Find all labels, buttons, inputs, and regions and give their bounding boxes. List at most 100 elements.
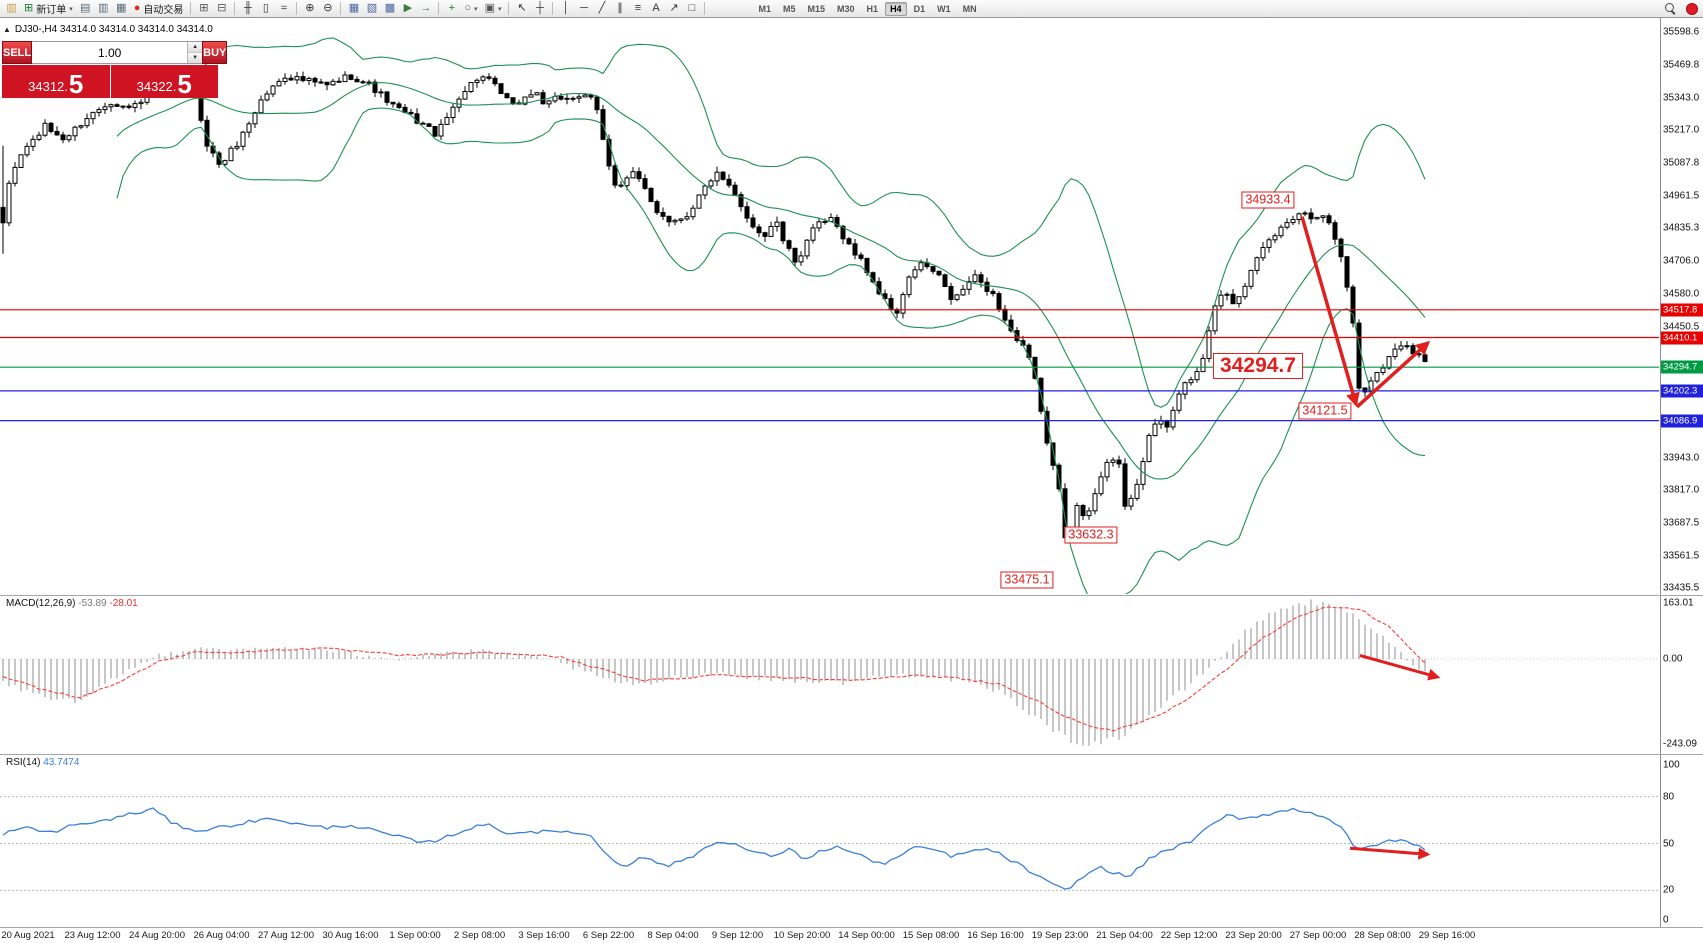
price-annotation[interactable]: 33632.3	[1064, 526, 1118, 544]
timeframe-h1-button[interactable]: H1	[866, 3, 879, 14]
cascade-windows-button[interactable]: ▧	[363, 1, 380, 17]
price-axis-label: 35217.0	[1663, 124, 1700, 136]
indicators-button[interactable]: +	[443, 1, 460, 17]
candlestick-chart-icon: ▯	[262, 2, 269, 14]
arrange-windows-icon: ▩	[384, 2, 396, 14]
zoom-out-icon: ⊖	[323, 2, 333, 14]
price-level-tag: 34410.1	[1661, 331, 1703, 344]
search-button[interactable]	[1662, 1, 1680, 17]
price-annotation[interactable]: 33475.1	[1000, 571, 1054, 589]
timeframe-h4-button[interactable]: H4	[885, 1, 907, 16]
rsi-line	[2, 807, 1426, 890]
symbol-chart-icon: ▥	[6, 2, 17, 14]
channel-icon: ∥	[617, 2, 623, 14]
shapes-button[interactable]: □	[683, 1, 700, 17]
time-axis-label: 29 Sep 16:00	[1418, 930, 1476, 941]
macd-signal-line	[2, 606, 1426, 732]
price-annotation[interactable]: 34294.7	[1213, 352, 1303, 379]
timeframe-m1-button[interactable]: M1	[758, 3, 771, 14]
text-tool-button[interactable]: A	[647, 1, 664, 17]
toolbar-separator	[704, 2, 706, 15]
market-watch-button[interactable]: ▦	[113, 1, 130, 17]
one-click-trading-panel: SELL ▲ ▼ BUY 34312.5 34322.5	[2, 41, 228, 98]
chart-shift-button[interactable]: →	[417, 1, 434, 17]
trend-arrow-1[interactable]	[1300, 216, 1360, 407]
time-axis-label: 28 Sep 08:00	[1354, 930, 1411, 941]
periods-icon: ○	[464, 2, 472, 14]
crosshair-button[interactable]: ┼	[531, 1, 548, 17]
new-chart-button[interactable]: ⊞	[195, 1, 212, 17]
macd-arrow[interactable]	[1359, 654, 1441, 681]
horizontal-line-button[interactable]: ─	[575, 1, 592, 17]
channel-button[interactable]: ∥	[611, 1, 628, 17]
timeframe-m15-button[interactable]: M15	[807, 3, 826, 14]
symbol-chart-button[interactable]: ▥	[3, 1, 20, 17]
arrange-windows-button[interactable]: ▩	[381, 1, 398, 17]
time-axis-label: 10 Sep 20:00	[773, 930, 831, 941]
chart-window-button[interactable]: ▤	[77, 1, 94, 17]
rsi-arrow[interactable]	[1349, 846, 1431, 860]
time-axis-label: 2 Sep 08:00	[453, 930, 506, 941]
price-chart-canvas[interactable]	[0, 18, 1659, 594]
trendline-button[interactable]: ╱	[593, 1, 610, 17]
sell-button[interactable]: SELL	[2, 41, 33, 64]
macd-signal-value: -28.01	[109, 598, 138, 609]
fibonacci-button[interactable]: ≡	[629, 1, 646, 17]
candlestick-chart-button[interactable]: ▯	[257, 1, 274, 17]
volume-up-icon[interactable]: ▲	[188, 42, 203, 53]
templates-button[interactable]: ▣ ▾	[482, 1, 505, 17]
timeframe-m5-button[interactable]: M5	[783, 3, 796, 14]
buy-price-display[interactable]: 34322. 5	[110, 65, 218, 98]
cursor-button[interactable]: ↖	[513, 1, 530, 17]
volume-down-icon[interactable]: ▼	[188, 53, 203, 63]
timeframe-group: M1 M5 M15 M30 H1 H4 D1 W1 MN	[753, 1, 981, 16]
new-order-button[interactable]: ⊞ 新订单 ▾	[21, 1, 76, 17]
profiles-button[interactable]: ▥	[95, 1, 112, 17]
chart-ohlc-info: ▲ DJ30-,H4 34314.0 34314.0 34314.0 34314…	[3, 24, 213, 35]
rsi-axis[interactable]: 100 80 50 20 0	[1660, 755, 1703, 927]
timeframe-mn-button[interactable]: MN	[962, 3, 977, 14]
sell-price-display[interactable]: 34312. 5	[2, 65, 111, 98]
cascade-windows-icon: ▧	[366, 2, 378, 14]
time-axis-label: 30 Aug 16:00	[322, 930, 379, 941]
timeframe-d1-button[interactable]: D1	[913, 3, 926, 14]
rsi-canvas[interactable]	[0, 755, 1659, 927]
notification-badge-icon[interactable]	[1686, 2, 1698, 15]
price-axis-label: 33561.5	[1663, 550, 1700, 562]
buy-button[interactable]: BUY	[202, 41, 228, 64]
horizontal-line-icon: ─	[580, 2, 588, 14]
macd-axis[interactable]: 163.01 0.00 -243.09	[1660, 596, 1703, 754]
crosshair-icon: ┼	[536, 2, 544, 14]
zoom-in-button[interactable]: ⊕	[301, 1, 318, 17]
price-axis-label: 34580.0	[1663, 288, 1700, 300]
price-axis-label: 35087.8	[1663, 157, 1700, 169]
timeframe-w1-button[interactable]: W1	[937, 3, 951, 14]
periods-button[interactable]: ○ ▾	[461, 1, 480, 17]
price-axis[interactable]: 35598.6 35469.8 35343.0 35217.0 35087.8 34961…	[1660, 18, 1703, 595]
volume-stepper[interactable]: ▲ ▼	[187, 42, 203, 63]
price-axis-label: 33687.5	[1663, 517, 1700, 529]
trade-controls-row: SELL ▲ ▼ BUY	[2, 41, 228, 64]
arrow-tool-button[interactable]: ↗	[665, 1, 682, 17]
macd-label: MACD(12,26,9) -53.89 -28.01	[4, 598, 140, 609]
tile-windows-button[interactable]: ▦	[345, 1, 362, 17]
volume-field[interactable]: ▲ ▼	[32, 41, 203, 64]
price-axis-label: 33817.0	[1663, 484, 1700, 496]
bar-chart-button[interactable]: ╫	[239, 1, 256, 17]
bollinger-upper-band	[116, 37, 1426, 408]
price-annotation[interactable]: 34933.4	[1241, 191, 1295, 209]
line-chart-button[interactable]: ≈	[275, 1, 292, 17]
chart-list-button[interactable]: ⊟	[213, 1, 230, 17]
trend-arrow-2[interactable]	[1355, 340, 1431, 409]
auto-scroll-button[interactable]: ▶	[399, 1, 416, 17]
zoom-out-button[interactable]: ⊖	[319, 1, 336, 17]
auto-trading-button[interactable]: ● 自动交易	[131, 1, 187, 17]
timeframe-m30-button[interactable]: M30	[837, 3, 855, 14]
time-axis[interactable]: 20 Aug 2021 23 Aug 12:00 24 Aug 20:00 26 Au…	[0, 927, 1703, 943]
buy-price-small: 34322.	[136, 79, 177, 95]
volume-input[interactable]	[32, 42, 188, 63]
rsi-name: RSI(14)	[6, 757, 41, 768]
macd-canvas[interactable]	[0, 596, 1659, 754]
price-annotation[interactable]: 34121.5	[1298, 402, 1352, 420]
vertical-line-button[interactable]: │	[557, 1, 574, 17]
